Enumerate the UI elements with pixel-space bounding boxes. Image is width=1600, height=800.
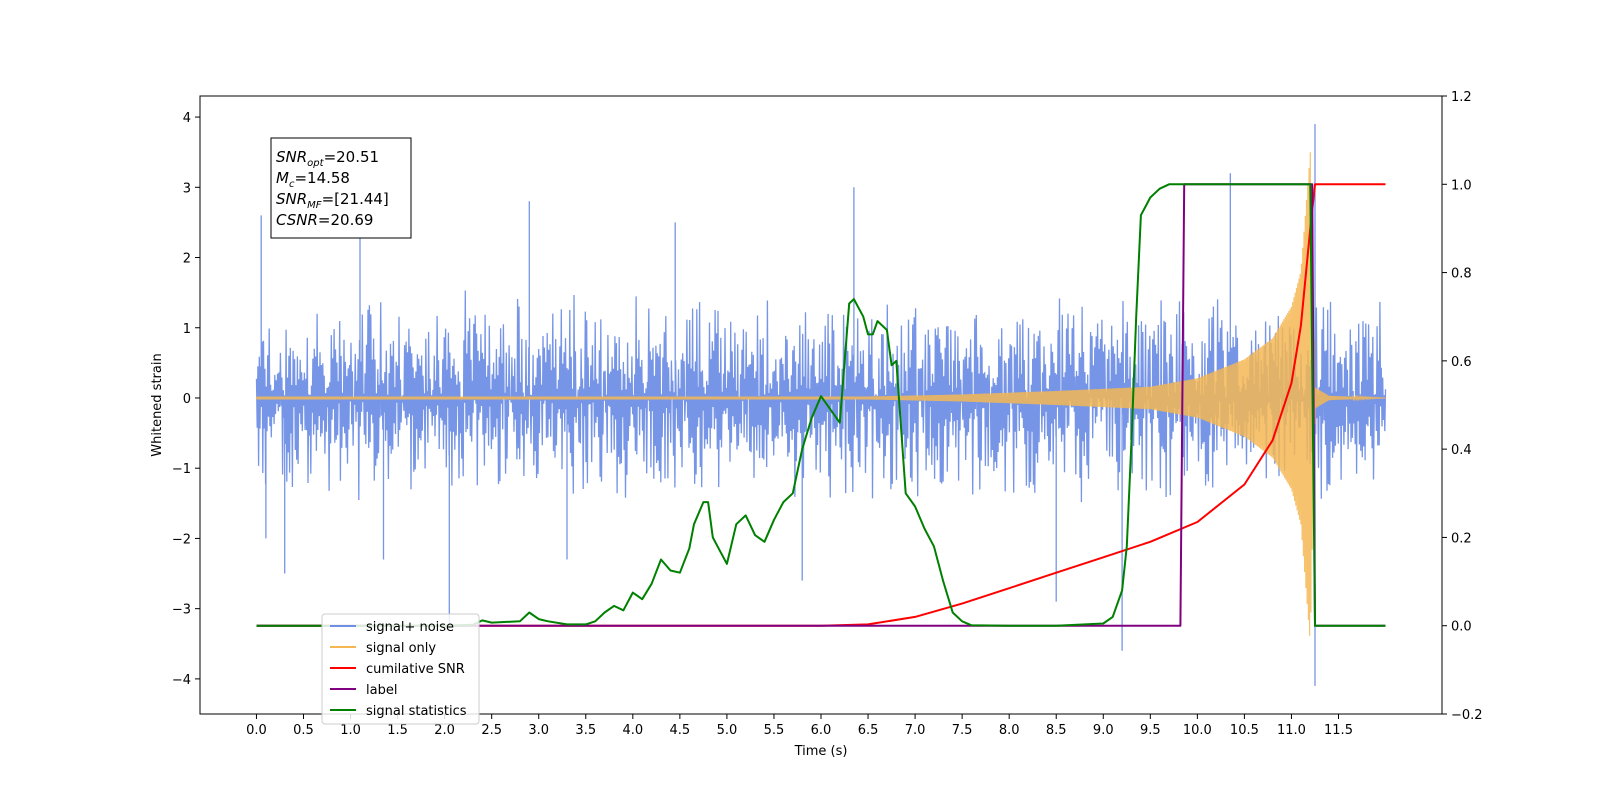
y-left-tick-label: −4 — [172, 673, 191, 688]
x-tick-label: 2.0 — [434, 723, 455, 738]
x-tick-label: 9.5 — [1140, 723, 1161, 738]
x-tick-label: 5.5 — [764, 723, 785, 738]
x-tick-label: 1.5 — [387, 723, 408, 738]
x-tick-label: 6.0 — [811, 723, 832, 738]
x-tick-label: 0.0 — [246, 723, 267, 738]
y-left-tick-label: −1 — [172, 462, 191, 477]
y-left-tick-label: −3 — [172, 603, 191, 618]
series-cumilative-snr — [256, 183, 1386, 627]
annotation-box: SNRopt=20.51Mc=14.58SNRMF=[21.44]CSNR=20… — [270, 137, 412, 239]
x-tick-label: 6.5 — [858, 723, 879, 738]
x-tick-label: 8.5 — [1046, 723, 1067, 738]
y-right-tick-label: 1.2 — [1451, 90, 1472, 105]
x-tick-label: 3.5 — [575, 723, 596, 738]
annotation-frame — [270, 137, 412, 239]
y-left-tick-label: 3 — [183, 181, 191, 196]
legend: signal+ noise signal only cumilative SNR la… — [321, 613, 480, 725]
y-right-tick-label: 0.8 — [1451, 267, 1472, 282]
x-tick-label: 7.0 — [905, 723, 926, 738]
y-right-tick-label: 1.0 — [1451, 178, 1472, 193]
y-right-tick-label: 0.0 — [1451, 620, 1472, 635]
legend-entry-label: signal statistics — [366, 704, 467, 719]
annotation-line: SNRopt=20.51 — [276, 148, 379, 169]
y-left-tick-label: 4 — [183, 111, 191, 126]
x-tick-label: 5.0 — [717, 723, 738, 738]
y-right-tick-label: 0.4 — [1451, 443, 1472, 458]
x-tick-label: 11.0 — [1277, 723, 1306, 738]
series-signal-statistics — [256, 183, 1386, 627]
y-left-tick-label: 0 — [183, 392, 191, 407]
legend-frame — [321, 613, 480, 725]
y-right-tick-label: −0.2 — [1451, 708, 1483, 723]
x-tick-label: 1.0 — [340, 723, 361, 738]
y-left-tick-label: 1 — [183, 322, 191, 337]
legend-entry-label: label — [366, 683, 397, 698]
y-right-tick-label: 0.6 — [1451, 355, 1472, 370]
y-left-tick-label: 2 — [183, 252, 191, 267]
legend-entry-label: signal+ noise — [366, 620, 454, 635]
x-tick-label: 4.0 — [622, 723, 643, 738]
x-tick-label: 11.5 — [1324, 723, 1353, 738]
y-axis-label-left: Whitened strain — [150, 353, 165, 456]
x-tick-label: 7.5 — [952, 723, 973, 738]
y-right-tick-label: 0.2 — [1451, 531, 1472, 546]
annotation-line: Mc=14.58 — [276, 169, 350, 190]
x-tick-label: 2.5 — [481, 723, 502, 738]
series-signal-noise — [255, 124, 1387, 686]
y-left-tick-label: −2 — [172, 532, 191, 547]
x-tick-label: 10.0 — [1183, 723, 1212, 738]
x-axis-label: Time (s) — [794, 744, 848, 759]
legend-entry-label: signal only — [366, 641, 436, 656]
x-tick-label: 4.5 — [670, 723, 691, 738]
annotation-line: SNRMF=[21.44] — [276, 190, 389, 211]
x-tick-label: 10.5 — [1230, 723, 1259, 738]
x-tick-label: 0.5 — [293, 723, 314, 738]
x-tick-label: 3.0 — [528, 723, 549, 738]
annotation-line: CSNR=20.69 — [276, 211, 373, 229]
legend-entry-label: cumilative SNR — [366, 662, 465, 677]
x-tick-label: 9.0 — [1093, 723, 1114, 738]
x-tick-label: 8.0 — [999, 723, 1020, 738]
